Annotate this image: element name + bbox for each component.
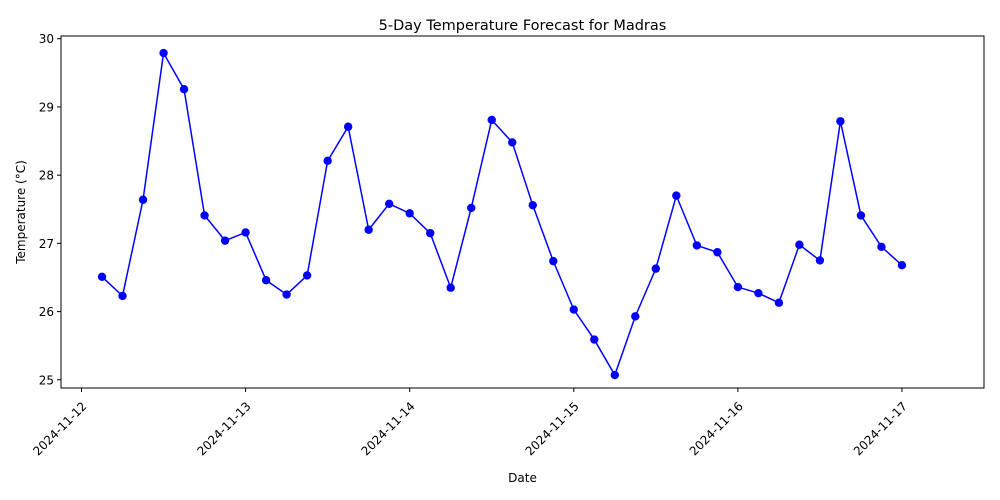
chart-title: 5-Day Temperature Forecast for Madras: [379, 18, 667, 34]
data-point: [220, 236, 230, 245]
data-point: [733, 282, 743, 292]
y-axis-ticks: 25 26 27 28 29 30: [39, 32, 61, 387]
plot-frame: [60, 35, 985, 389]
data-point: [138, 195, 148, 204]
data-point: [487, 115, 496, 125]
y-tick-label: 26: [39, 305, 54, 319]
data-point: [610, 370, 619, 380]
data-point: [754, 288, 763, 298]
data-point: [815, 256, 825, 265]
data-point: [241, 228, 250, 237]
data-point: [200, 211, 209, 220]
data-point: [97, 272, 107, 282]
data-point: [692, 241, 702, 250]
data-point: [364, 225, 373, 234]
data-point: [261, 276, 271, 285]
y-tick-label: 30: [39, 32, 54, 46]
data-point: [836, 117, 845, 126]
y-axis-label: Temperature (°C): [14, 160, 28, 265]
data-point: [631, 312, 640, 321]
data-point: [446, 283, 455, 292]
data-point: [426, 228, 435, 238]
series-line: [101, 50, 903, 377]
data-point: [897, 261, 907, 270]
data-point: [528, 200, 537, 210]
data-point: [179, 85, 189, 94]
data-point: [384, 199, 394, 209]
data-point: [343, 122, 353, 131]
data-point: [467, 203, 476, 213]
data-point: [590, 335, 599, 344]
data-point: [877, 242, 886, 251]
y-tick-label: 27: [39, 237, 54, 251]
data-point: [405, 209, 414, 218]
y-tick-label: 28: [39, 169, 54, 183]
data-point: [856, 211, 866, 220]
data-point: [795, 240, 804, 249]
data-point: [323, 156, 332, 166]
data-point: [282, 290, 291, 299]
data-point: [672, 191, 681, 200]
y-tick-label: 25: [39, 373, 54, 387]
y-tick-label: 29: [39, 100, 54, 114]
data-point: [569, 305, 578, 314]
x-axis-label: Date: [508, 471, 537, 485]
data-point: [549, 256, 558, 266]
data-point: [508, 138, 517, 147]
data-point: [159, 48, 168, 58]
data-point: [651, 264, 661, 273]
data-point: [118, 291, 127, 301]
data-point: [302, 271, 312, 280]
data-point: [774, 298, 784, 307]
series-markers: [97, 48, 907, 380]
data-point: [713, 248, 722, 257]
